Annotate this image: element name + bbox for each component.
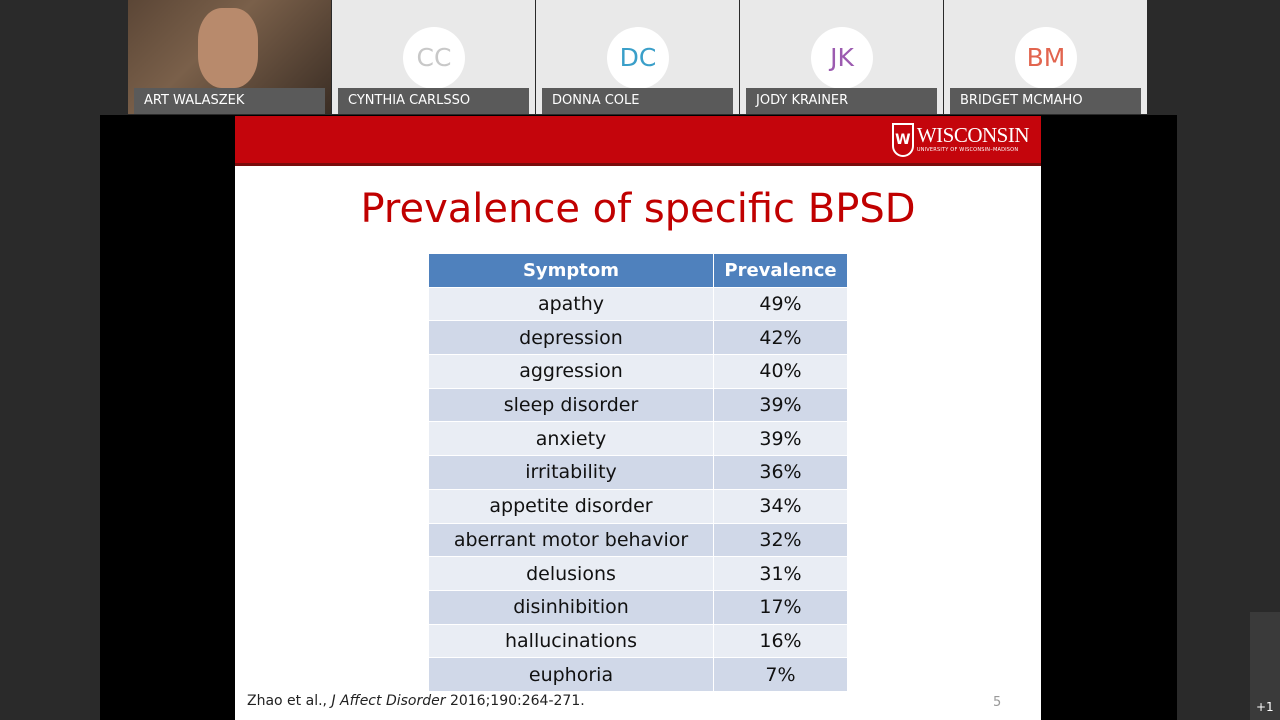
video-feed <box>198 8 258 88</box>
column-header: Symptom <box>428 253 714 288</box>
citation-details: 2016;190:264-271. <box>449 693 585 709</box>
symptom-cell: depression <box>428 320 714 356</box>
prevalence-cell: 17% <box>713 589 848 625</box>
avatar: JK <box>811 27 873 89</box>
participant-tile[interactable]: BM BRIDGET MCMAHO <box>944 0 1147 114</box>
participant-name: ART WALASZEK <box>134 88 325 114</box>
prevalence-cell: 49% <box>713 286 848 322</box>
logo-name: WISCONSIN <box>916 123 1030 147</box>
table-row: sleep disorder 39% <box>428 387 848 423</box>
symptom-cell: sleep disorder <box>428 387 714 423</box>
table-row: delusions 31% <box>428 556 848 591</box>
symptom-cell: appetite disorder <box>428 488 714 524</box>
prevalence-cell: 7% <box>713 657 848 692</box>
table-row: irritability 36% <box>428 455 848 490</box>
table-row: aberrant motor behavior 32% <box>428 522 848 558</box>
participant-tile[interactable]: JK JODY KRAINER <box>740 0 943 114</box>
prevalence-cell: 42% <box>713 320 848 356</box>
slide-header-bar: W WISCONSIN UNIVERSITY OF WISCONSIN–MADISO… <box>235 116 1041 166</box>
table-row: appetite disorder 34% <box>428 488 848 524</box>
logo-subtitle: UNIVERSITY OF WISCONSIN–MADISON <box>916 147 1019 153</box>
prevalence-cell: 36% <box>713 455 848 490</box>
table-body: apathy 49% depression 42% aggression 40% sleep… <box>428 286 848 692</box>
avatar: BM <box>1015 27 1077 89</box>
table-row: euphoria 7% <box>428 657 848 692</box>
symptom-cell: aggression <box>428 354 714 389</box>
symptom-cell: apathy <box>428 286 714 322</box>
symptom-cell: euphoria <box>428 657 714 692</box>
prevalence-cell: 16% <box>713 623 848 659</box>
slide-title: Prevalence of specific BPSD <box>360 186 916 232</box>
table-row: aggression 40% <box>428 354 848 389</box>
table-row: depression 42% <box>428 320 848 356</box>
participant-name: CYNTHIA CARLSSO <box>338 88 529 114</box>
table-header: Symptom Prevalence <box>428 253 848 288</box>
participant-tile[interactable]: CC CYNTHIA CARLSSO <box>332 0 535 114</box>
participant-name: DONNA COLE <box>542 88 733 114</box>
symptom-cell: aberrant motor behavior <box>428 522 714 558</box>
slide: W WISCONSIN UNIVERSITY OF WISCONSIN–MADISO… <box>235 116 1041 720</box>
page-number: 5 <box>993 695 1002 710</box>
participant-name: JODY KRAINER <box>746 88 937 114</box>
prevalence-cell: 34% <box>713 488 848 524</box>
crest: W <box>891 123 914 157</box>
table-row: apathy 49% <box>428 286 848 322</box>
side-panel <box>1250 612 1280 720</box>
citation-authors: Zhao et al., <box>247 693 327 709</box>
column-header: Prevalence <box>713 253 848 288</box>
prevalence-cell: 31% <box>713 556 848 591</box>
symptom-cell: hallucinations <box>428 623 714 659</box>
prevalence-cell: 32% <box>713 522 848 558</box>
avatar: DC <box>607 27 669 89</box>
more-participants[interactable]: +1 <box>1256 700 1274 714</box>
prevalence-table: Symptom Prevalence apathy 49% depression 42%… <box>428 253 848 692</box>
citation-journal: J Affect Disorder <box>331 693 446 709</box>
table-row: hallucinations 16% <box>428 623 848 659</box>
table-row: disinhibition 17% <box>428 589 848 625</box>
participant-name: BRIDGET MCMAHO <box>950 88 1141 114</box>
symptom-cell: disinhibition <box>428 589 714 625</box>
prevalence-cell: 40% <box>713 354 848 389</box>
symptom-cell: irritability <box>428 455 714 490</box>
symptom-cell: anxiety <box>428 421 714 457</box>
logo: W WISCONSIN UNIVERSITY OF WISCONSIN–MADISO… <box>891 123 1030 157</box>
prevalence-cell: 39% <box>713 421 848 457</box>
participant-tile[interactable]: ART WALASZEK <box>128 0 331 114</box>
table-row: anxiety 39% <box>428 421 848 457</box>
symptom-cell: delusions <box>428 556 714 591</box>
participant-tile[interactable]: DC DONNA COLE <box>536 0 739 114</box>
prevalence-cell: 39% <box>713 387 848 423</box>
citation: Zhao et al., J Affect Disorder 2016;190:… <box>247 693 585 709</box>
avatar: CC <box>403 27 465 89</box>
